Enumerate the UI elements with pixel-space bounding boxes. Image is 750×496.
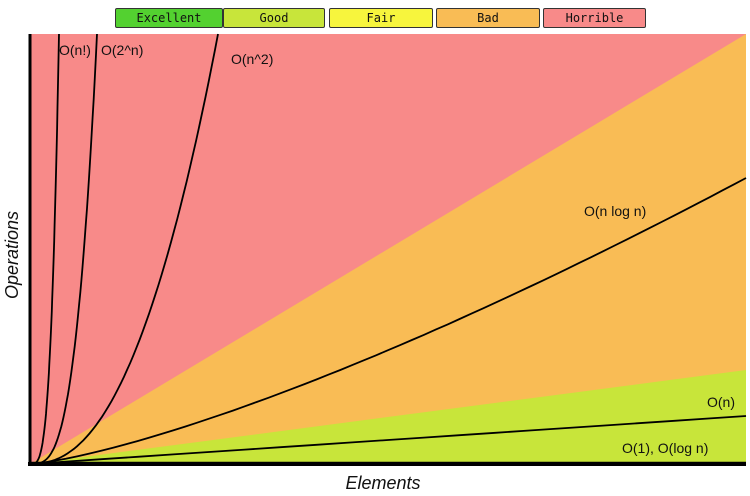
curve-o-n-log-n bbox=[29, 177, 747, 465]
legend-item-good: Good bbox=[223, 8, 325, 28]
curve-o-n-squared bbox=[30, 33, 219, 465]
label-o-2-pow-n: O(2^n) bbox=[101, 42, 143, 58]
label-o-n-log-n: O(n log n) bbox=[584, 203, 646, 219]
label-o-n-squared: O(n^2) bbox=[231, 51, 273, 67]
curve-o-n bbox=[29, 415, 747, 465]
legend-item-excellent: Excellent bbox=[115, 8, 223, 28]
y-axis-title: Operations bbox=[2, 211, 22, 299]
legend-item-bad: Bad bbox=[436, 8, 540, 28]
legend-item-horrible: Horrible bbox=[543, 8, 646, 28]
region-good bbox=[30, 370, 746, 464]
label-o-1-o-log-n: O(1), O(log n) bbox=[622, 440, 708, 456]
region-bad bbox=[30, 34, 746, 464]
legend-item-fair: Fair bbox=[329, 8, 433, 28]
x-axis-title: Elements bbox=[345, 473, 420, 493]
label-o-n: O(n) bbox=[707, 394, 735, 410]
label-o-n-factorial: O(n!) bbox=[59, 42, 91, 58]
